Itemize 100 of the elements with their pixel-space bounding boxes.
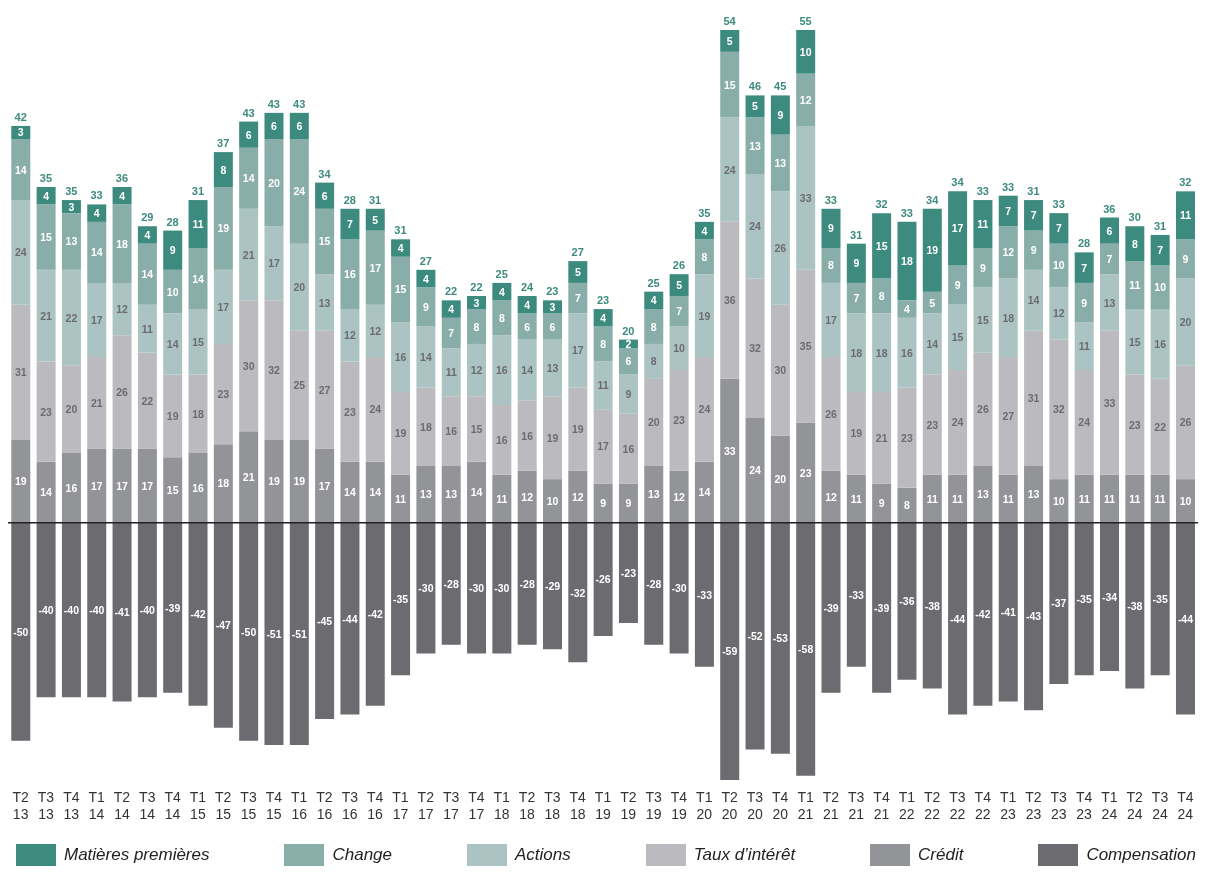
bar	[770, 191, 790, 305]
bar	[1175, 239, 1195, 279]
data-label: -44	[1177, 612, 1194, 625]
data-label: 4	[144, 228, 151, 241]
x-tick-label: T1 20	[696, 789, 713, 822]
x-tick-label: T1 16	[291, 789, 308, 822]
bar	[846, 474, 866, 523]
data-label: -35	[1076, 593, 1092, 606]
bar	[568, 313, 588, 388]
x-tick-label: T2 13	[12, 789, 30, 822]
data-label: 14	[14, 163, 27, 176]
bar	[821, 470, 841, 523]
data-label: 11	[1078, 492, 1090, 505]
data-label: 8	[701, 250, 708, 263]
data-label: 4	[93, 207, 100, 220]
data-label: 9	[625, 388, 632, 401]
bar	[365, 461, 385, 523]
bar	[1100, 330, 1120, 475]
data-label: -51	[266, 627, 282, 640]
bar	[1049, 287, 1069, 340]
data-label: 8	[828, 259, 835, 272]
bar	[87, 357, 107, 449]
total-label: 23	[596, 294, 610, 307]
bar	[922, 374, 942, 475]
bar	[1125, 522, 1145, 689]
data-label: 17	[116, 479, 129, 492]
bar	[239, 522, 259, 741]
data-label: 24	[698, 403, 711, 416]
bar	[391, 522, 411, 676]
bar	[770, 134, 790, 192]
total-label: 30	[1128, 211, 1141, 224]
bar	[897, 522, 917, 680]
bar	[1125, 309, 1145, 375]
bar	[492, 335, 512, 405]
data-label: 19	[571, 422, 584, 435]
data-label: -42	[190, 608, 206, 621]
data-label: 12	[344, 329, 356, 342]
data-label: 14	[141, 268, 154, 281]
bar	[872, 213, 892, 279]
bar	[720, 378, 740, 523]
total-label: 23	[546, 285, 559, 298]
data-label: -34	[1101, 590, 1118, 603]
data-label: 11	[952, 492, 964, 505]
data-label: 14	[242, 172, 255, 185]
bar	[669, 295, 689, 327]
data-label: -35	[1152, 593, 1168, 606]
data-label: 8	[473, 320, 480, 333]
data-label: 21	[875, 431, 888, 444]
bar	[745, 522, 765, 750]
bar	[391, 322, 411, 392]
total-label: 31	[1153, 219, 1167, 232]
bar	[720, 117, 740, 222]
data-label: 12	[1053, 307, 1065, 320]
data-label: 17	[597, 440, 610, 453]
data-label: 13	[749, 139, 762, 152]
bar	[669, 370, 689, 471]
data-label: 16	[496, 364, 508, 377]
data-label: -51	[291, 627, 308, 640]
bar	[948, 304, 968, 371]
bar	[289, 112, 309, 140]
bar	[745, 173, 765, 279]
data-label: -53	[772, 632, 789, 645]
data-label: 7	[1157, 244, 1164, 257]
data-label: 6	[296, 119, 303, 132]
x-tick-label: T3 22	[949, 789, 966, 822]
bar	[745, 418, 765, 523]
data-label: 30	[774, 364, 787, 377]
x-tick-label: T1 17	[392, 789, 409, 822]
total-label: 25	[495, 267, 508, 280]
bar	[568, 282, 588, 314]
bar	[517, 470, 537, 523]
data-label: 4	[422, 272, 429, 285]
bar	[315, 448, 335, 523]
total-label: 22	[470, 280, 483, 293]
data-label: 13	[65, 235, 78, 248]
bar	[821, 208, 841, 249]
bar	[644, 466, 664, 523]
data-label: 14	[926, 337, 939, 350]
bar	[644, 309, 664, 344]
bar	[137, 243, 157, 305]
x-tick-label: T3 19	[645, 789, 663, 822]
data-label: 8	[878, 289, 885, 302]
bar	[163, 374, 183, 458]
data-label: -32	[570, 586, 586, 599]
data-label: 14	[521, 364, 534, 377]
bar	[846, 282, 866, 314]
x-tick-label: T3 23	[1050, 789, 1068, 822]
bar	[467, 522, 487, 654]
data-label: 8	[1131, 237, 1138, 250]
data-label: -30	[468, 582, 485, 595]
bar	[36, 269, 56, 362]
bar	[568, 522, 588, 663]
bar	[1125, 374, 1145, 475]
bar	[213, 152, 233, 187]
data-label: 11	[1129, 279, 1141, 292]
x-tick-label: T2 15	[215, 789, 232, 822]
data-label: 18	[116, 237, 129, 250]
bar	[264, 112, 284, 140]
x-tick-label: T3 17	[442, 789, 460, 822]
data-label: 4	[701, 224, 708, 237]
